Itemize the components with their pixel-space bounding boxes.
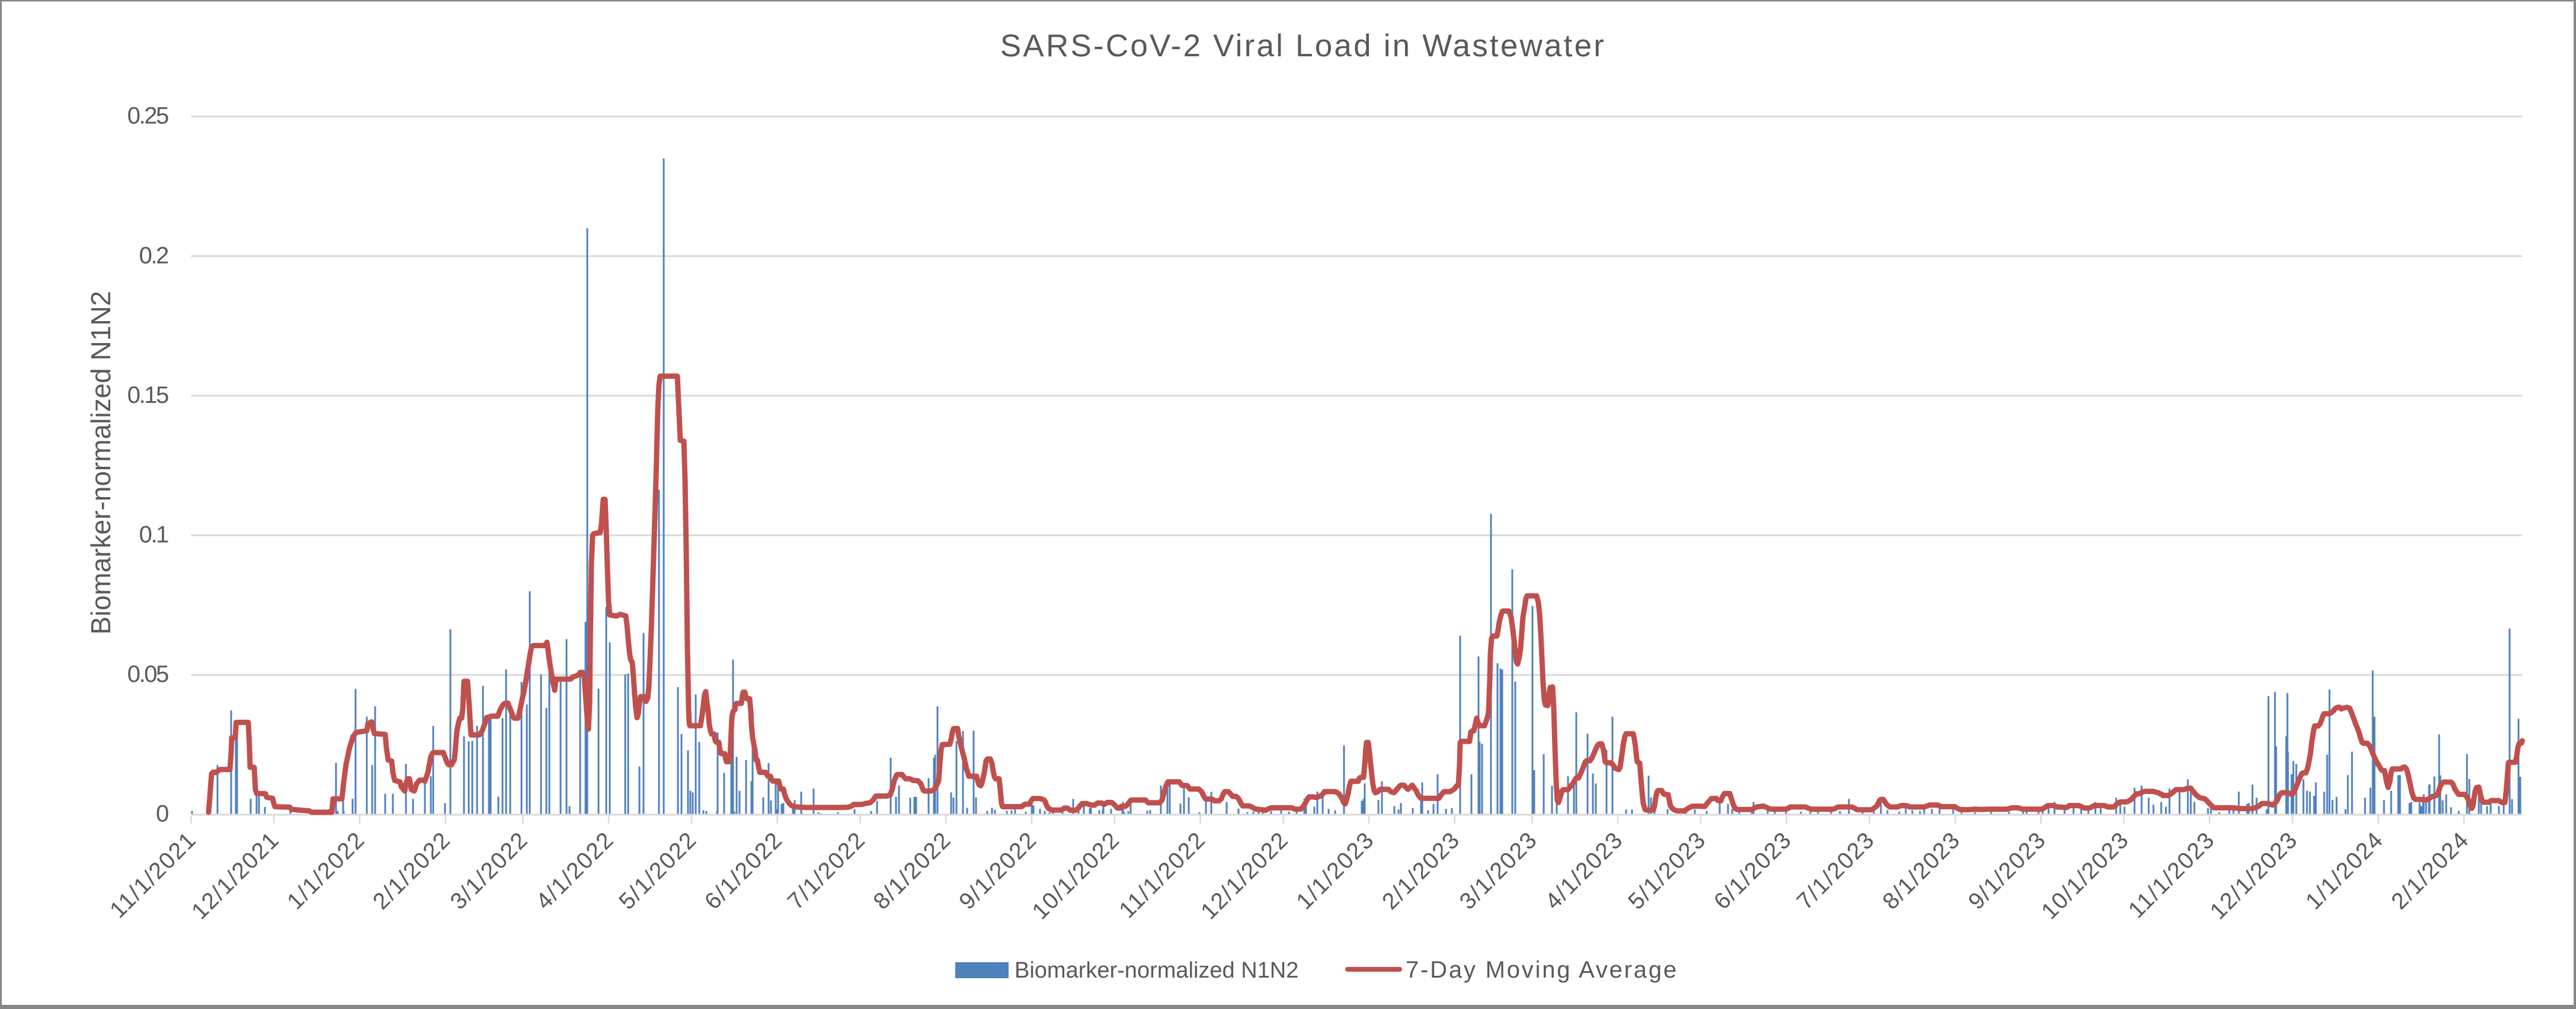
- svg-text:Biomarker-normalized N1N2: Biomarker-normalized N1N2: [85, 291, 116, 635]
- svg-text:0.25: 0.25: [127, 103, 168, 129]
- svg-text:SARS-CoV-2 Viral Load in Waste: SARS-CoV-2 Viral Load in Wastewater: [1000, 28, 1606, 63]
- svg-text:7-Day Moving Average: 7-Day Moving Average: [1406, 957, 1678, 983]
- svg-text:0.2: 0.2: [139, 242, 169, 268]
- svg-text:0.15: 0.15: [127, 382, 168, 408]
- svg-text:0.1: 0.1: [139, 522, 169, 548]
- svg-text:Biomarker-normalized N1N2: Biomarker-normalized N1N2: [1015, 958, 1298, 983]
- svg-text:0.05: 0.05: [127, 661, 168, 687]
- svg-text:0: 0: [156, 801, 168, 827]
